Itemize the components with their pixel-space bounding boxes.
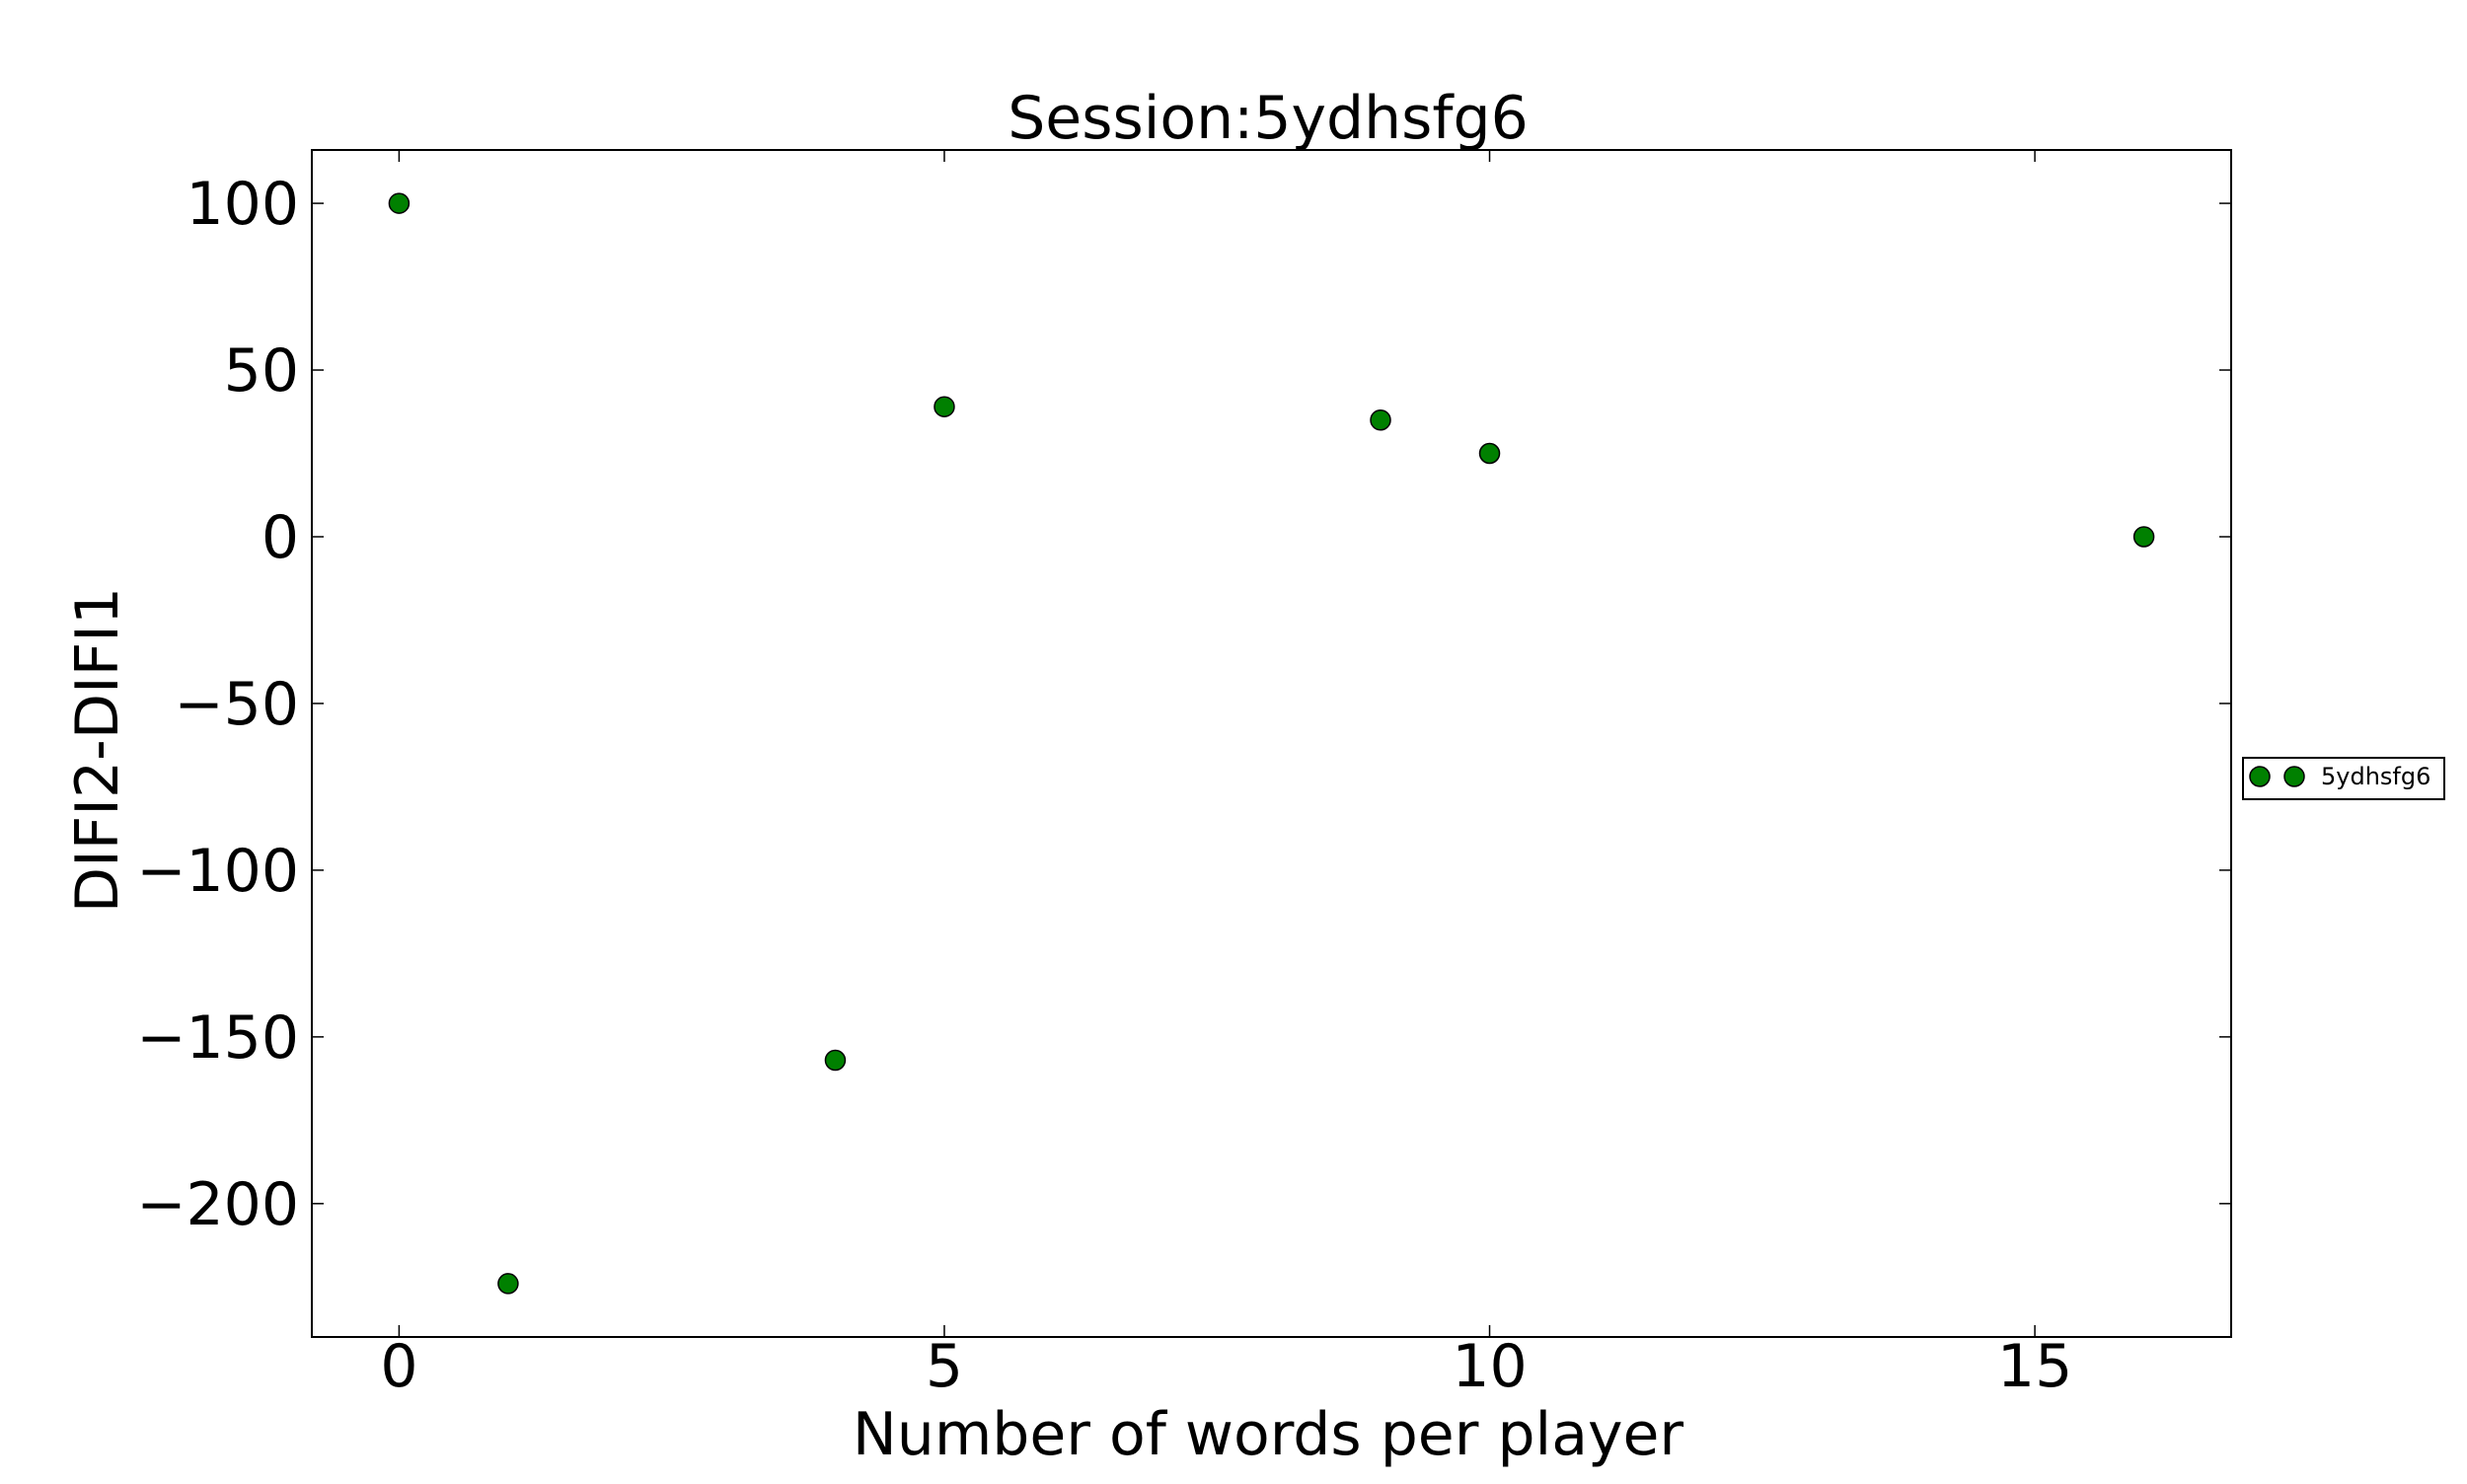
plot-frame [311, 149, 2232, 1338]
data-point [824, 1049, 847, 1072]
legend-label: 5ydhsfg6 [2321, 763, 2430, 790]
x-tick-label: 5 [926, 1332, 963, 1401]
x-axis-label: Number of words per player [853, 1400, 1684, 1469]
y-tick-label: −50 [174, 670, 299, 739]
y-tick-label: 50 [224, 336, 299, 406]
y-tick-label: −200 [136, 1170, 299, 1239]
y-axis-ticks: 100 50 0 −50 −100 −150 −200 [136, 170, 2231, 1239]
y-axis-label: DIFI2-DIFI1 [63, 587, 132, 913]
legend: 5ydhsfg6 [2242, 757, 2445, 800]
x-tick-label: 10 [1452, 1332, 1527, 1401]
legend-marker [2283, 766, 2305, 787]
data-point [388, 192, 411, 214]
chart-title: Session:5ydhsfg6 [1008, 84, 1529, 153]
data-point [1370, 408, 1391, 431]
data-point [2132, 526, 2155, 548]
legend-marker [2249, 766, 2271, 787]
data-point [497, 1273, 519, 1295]
x-axis-ticks: 0 5 10 15 [380, 150, 2072, 1401]
legend-box [2242, 757, 2445, 800]
y-tick-label: 0 [262, 503, 299, 572]
y-tick-label: 100 [186, 170, 299, 239]
y-tick-label: −150 [136, 1003, 299, 1073]
x-tick-label: 15 [1997, 1332, 2072, 1401]
x-tick-label: 0 [380, 1332, 417, 1401]
data-point [934, 396, 955, 417]
y-tick-label: −100 [136, 837, 299, 906]
data-point [1478, 442, 1501, 465]
data-points [388, 192, 2155, 1295]
